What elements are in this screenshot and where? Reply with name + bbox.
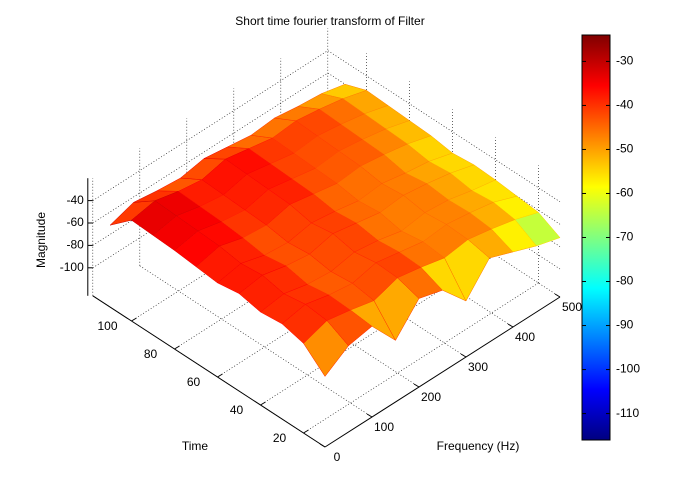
x-tick xyxy=(413,383,420,388)
chart-title: Short time fourier transform of Filter xyxy=(235,14,424,28)
colorbar-tick-label: -70 xyxy=(616,230,634,244)
x-tick xyxy=(366,413,373,418)
y-tick-label: 40 xyxy=(230,403,244,417)
x-tick-label: 200 xyxy=(421,390,441,404)
y-tick xyxy=(217,373,223,378)
colorbar-tick-label: -80 xyxy=(616,274,634,288)
x-tick xyxy=(460,353,467,358)
x-tick xyxy=(319,443,326,448)
y-tick xyxy=(174,345,180,350)
z-axis-label: Magnitude xyxy=(34,212,48,268)
colorbar-tick-label: -90 xyxy=(616,318,634,332)
colorbar-tick-label: -100 xyxy=(616,362,640,376)
y-tick xyxy=(303,429,309,434)
z-tick-label: -80 xyxy=(66,238,84,252)
x-tick-label: 0 xyxy=(334,450,341,464)
y-axis-label: Time xyxy=(182,439,209,453)
x-tick-label: 400 xyxy=(515,330,535,344)
y-tick-label: 100 xyxy=(97,319,117,333)
colorbar xyxy=(581,34,611,441)
x-tick-label: 300 xyxy=(468,360,488,374)
x-axis-label: Frequency (Hz) xyxy=(437,439,520,453)
x-tick-label: 100 xyxy=(374,420,394,434)
colorbar-tick-label: -30 xyxy=(616,54,634,68)
colorbar-tick-label: -50 xyxy=(616,142,634,156)
y-tick-label: 60 xyxy=(187,375,201,389)
x-tick-label: 500 xyxy=(562,300,582,314)
surface-patch xyxy=(514,212,561,247)
y-tick xyxy=(260,401,266,406)
y-tick-label: 20 xyxy=(273,431,287,445)
z-tick-label: -100 xyxy=(60,260,84,274)
colorbar-tick-label: -110 xyxy=(616,406,639,420)
x-tick xyxy=(507,323,514,328)
colorbar-tick-label: -60 xyxy=(616,186,634,200)
x-tick xyxy=(554,293,561,298)
z-tick-label: -60 xyxy=(66,215,84,229)
z-tick-label: -40 xyxy=(66,193,84,207)
axis-line xyxy=(324,296,561,448)
y-tick xyxy=(131,317,137,322)
grid-line xyxy=(139,265,373,418)
y-tick-label: 80 xyxy=(144,347,158,361)
colorbar-tick-label: -40 xyxy=(616,98,634,112)
